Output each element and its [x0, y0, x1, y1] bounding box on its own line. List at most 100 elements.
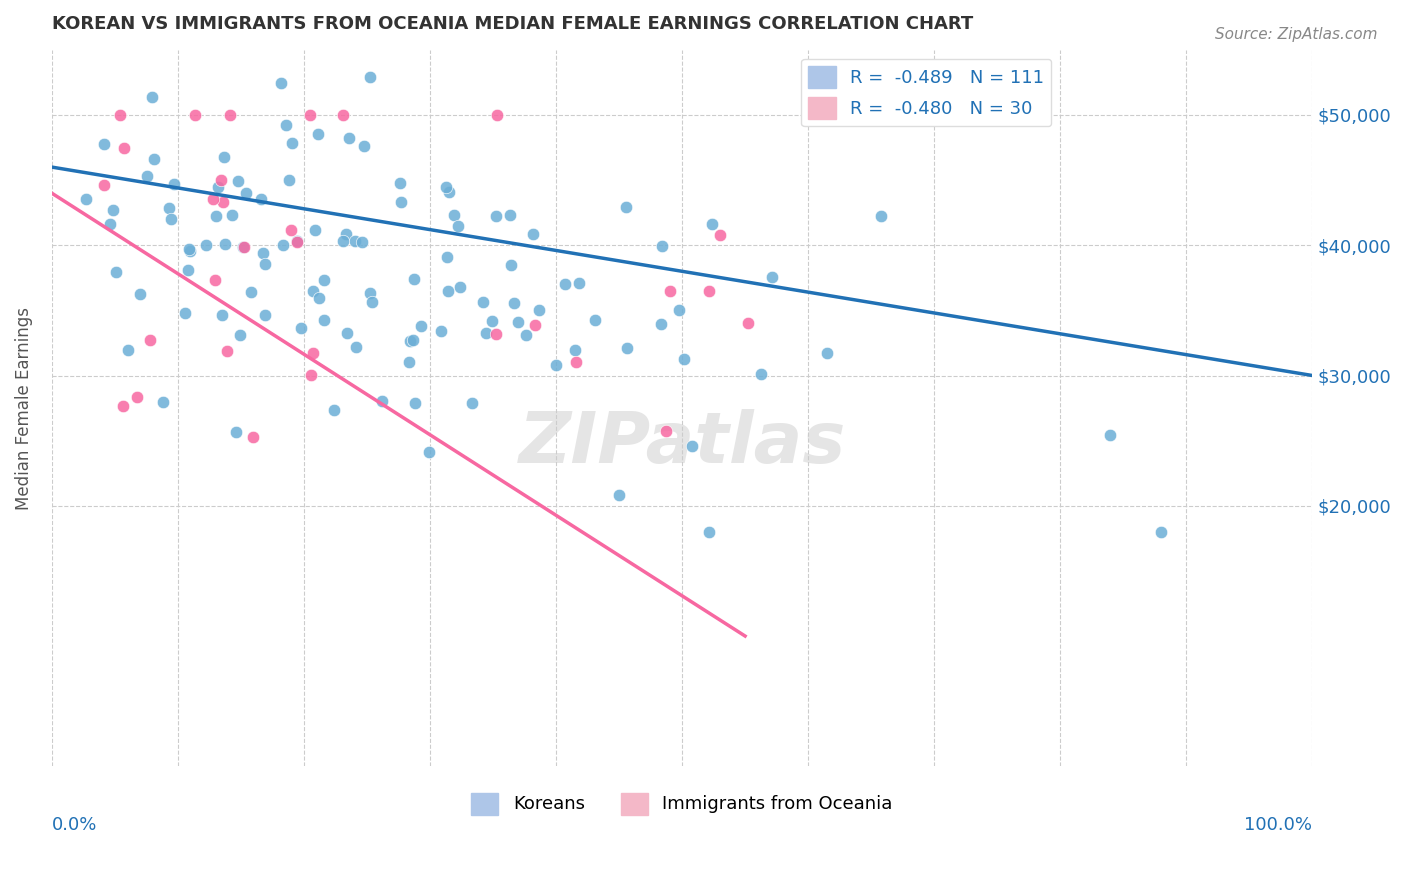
Point [112, 141, 135, 155]
Point [418, 444, 440, 458]
Point [103, 202, 125, 217]
Point [471, 294, 494, 309]
Point [152, 395, 174, 409]
Point [607, 488, 630, 502]
Point [184, 108, 207, 122]
Point [285, 234, 308, 248]
Point [211, 194, 233, 209]
Point [399, 334, 422, 348]
Point [371, 394, 394, 409]
Point [302, 345, 325, 359]
Point [93, 136, 115, 151]
Point [443, 208, 465, 222]
Point [221, 208, 243, 222]
Point [117, 343, 139, 358]
Point [235, 186, 257, 200]
Point [173, 306, 195, 320]
Y-axis label: Median Female Earnings: Median Female Earnings [15, 307, 32, 509]
Point [389, 177, 412, 191]
Point [76, 192, 98, 206]
Point [870, 209, 893, 223]
Point [485, 209, 508, 223]
Point [233, 240, 256, 254]
Point [659, 284, 682, 298]
Point [307, 127, 329, 141]
Point [404, 396, 426, 410]
Point [544, 359, 567, 373]
Point [709, 228, 731, 243]
Point [436, 284, 458, 298]
Point [278, 173, 301, 187]
Text: 100.0%: 100.0% [1244, 816, 1312, 835]
Point [697, 524, 720, 539]
Point [522, 227, 544, 241]
Point [157, 201, 180, 215]
Point [398, 355, 420, 369]
Point [344, 340, 367, 354]
Point [308, 291, 330, 305]
Point [554, 277, 576, 291]
Point [202, 192, 225, 206]
Point [389, 195, 412, 210]
Point [240, 285, 263, 299]
Point [254, 308, 277, 322]
Point [437, 185, 460, 199]
Point [194, 237, 217, 252]
Point [177, 263, 200, 277]
Point [568, 276, 591, 290]
Point [502, 296, 524, 310]
Point [337, 131, 360, 145]
Point [290, 321, 312, 335]
Point [229, 328, 252, 343]
Point [449, 280, 471, 294]
Point [138, 333, 160, 347]
Point [128, 286, 150, 301]
Point [207, 180, 229, 194]
Point [209, 172, 232, 186]
Point [179, 244, 201, 259]
Point [499, 258, 522, 272]
Legend: Koreans, Immigrants from Oceania: Koreans, Immigrants from Oceania [464, 785, 900, 822]
Point [271, 237, 294, 252]
Point [402, 333, 425, 347]
Point [651, 239, 673, 253]
Point [737, 316, 759, 330]
Point [484, 326, 506, 341]
Point [218, 108, 240, 122]
Point [697, 285, 720, 299]
Point [523, 318, 546, 332]
Point [350, 235, 373, 249]
Point [225, 425, 247, 439]
Point [98, 217, 121, 231]
Point [304, 223, 326, 237]
Text: 0.0%: 0.0% [52, 816, 97, 835]
Point [564, 355, 586, 369]
Point [211, 308, 233, 322]
Point [461, 396, 484, 410]
Point [475, 326, 498, 341]
Point [204, 273, 226, 287]
Point [242, 430, 264, 444]
Point [1098, 427, 1121, 442]
Point [141, 89, 163, 103]
Point [226, 174, 249, 188]
Point [1150, 524, 1173, 539]
Point [285, 235, 308, 250]
Point [249, 192, 271, 206]
Point [314, 313, 336, 327]
Point [508, 315, 530, 329]
Point [135, 169, 157, 183]
Point [655, 424, 678, 438]
Point [212, 150, 235, 164]
Point [564, 343, 586, 357]
Point [344, 234, 367, 248]
Point [335, 227, 357, 241]
Point [650, 317, 672, 331]
Point [93, 178, 115, 192]
Point [761, 270, 783, 285]
Point [681, 439, 703, 453]
Point [280, 223, 302, 237]
Point [447, 219, 470, 233]
Point [270, 76, 292, 90]
Point [499, 208, 522, 222]
